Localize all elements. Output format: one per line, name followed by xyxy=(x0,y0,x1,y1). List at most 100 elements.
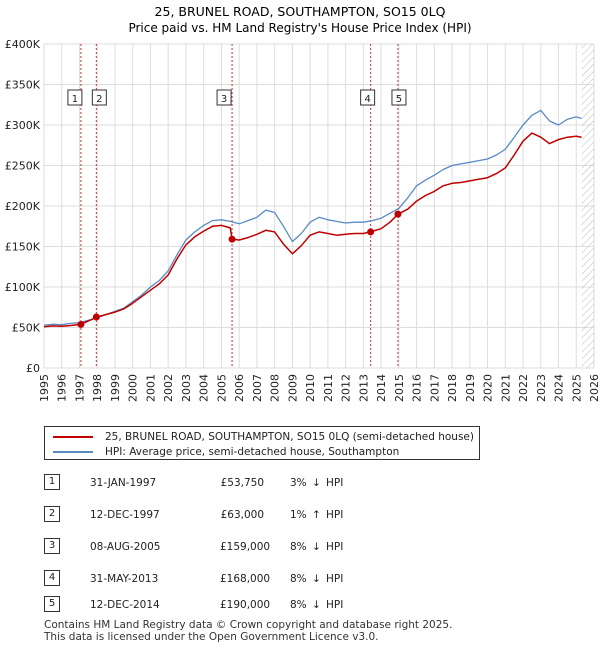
y-tick-label: £150K xyxy=(5,241,41,254)
sale-number-box: 4 xyxy=(44,570,60,586)
sale-price: £63,000 xyxy=(220,509,264,521)
x-tick-label: 2002 xyxy=(162,374,175,402)
x-tick-label: 2015 xyxy=(393,374,406,402)
sale-price: £53,750 xyxy=(220,477,264,489)
sale-point xyxy=(77,320,85,328)
y-tick-label: £100K xyxy=(5,281,41,294)
x-tick-label: 2018 xyxy=(446,374,459,402)
x-tick-label: 2020 xyxy=(482,374,495,402)
x-tick-label: 2006 xyxy=(233,374,246,402)
sale-date: 31-MAY-2013 xyxy=(90,573,159,585)
sale-date: 08-AUG-2005 xyxy=(90,541,161,553)
chart-subtitle: Price paid vs. HM Land Registry's House … xyxy=(128,21,471,35)
sale-price: £190,000 xyxy=(220,599,271,611)
price-chart: 25, BRUNEL ROAD, SOUTHAMPTON, SO15 0LQ P… xyxy=(5,4,600,402)
x-tick-label: 2014 xyxy=(375,374,388,402)
sale-hpi-label: HPI xyxy=(326,573,344,585)
sale-label-number: 1 xyxy=(72,94,78,105)
sale-pct: 8% xyxy=(290,541,307,553)
x-tick-label: 2010 xyxy=(304,374,317,402)
sale-label-box xyxy=(67,89,83,106)
property-series-line xyxy=(43,132,582,328)
x-tick-label: 2005 xyxy=(215,374,228,402)
y-tick-label: £200K xyxy=(5,200,41,213)
y-tick-label: £300K xyxy=(5,119,41,132)
sale-price: £168,000 xyxy=(220,573,271,585)
sale-label-number: 4 xyxy=(364,94,370,105)
sale-hpi-label: HPI xyxy=(326,477,344,489)
table-row: 3 08-AUG-2005 £159,000 8% ↓ HPI xyxy=(44,538,464,558)
sale-arrow-icon: ↑ xyxy=(312,509,321,521)
legend-item-property: 25, BRUNEL ROAD, SOUTHAMPTON, SO15 0LQ (… xyxy=(53,430,474,444)
sale-point xyxy=(367,228,375,236)
sale-label-box xyxy=(391,89,407,106)
x-tick-label: 1995 xyxy=(38,374,51,402)
x-tick-label: 2021 xyxy=(499,374,512,402)
sale-label-number: 2 xyxy=(96,94,102,105)
legend-label-property: 25, BRUNEL ROAD, SOUTHAMPTON, SO15 0LQ (… xyxy=(105,431,474,443)
sale-number-box: 5 xyxy=(44,596,60,612)
y-tick-label: £0 xyxy=(26,362,40,375)
y-tick-label: £350K xyxy=(5,79,41,92)
x-tick-label: 2013 xyxy=(357,374,370,402)
x-tick-label: 2019 xyxy=(464,374,477,402)
sale-hpi-label: HPI xyxy=(326,541,344,553)
x-tick-label: 2000 xyxy=(127,374,140,402)
sale-pct: 8% xyxy=(290,573,307,585)
legend-label-hpi: HPI: Average price, semi-detached house,… xyxy=(105,446,400,458)
table-row: 5 12-DEC-2014 £190,000 8% ↓ HPI xyxy=(44,596,464,616)
sale-hpi-label: HPI xyxy=(326,509,344,521)
x-tick-label: 2016 xyxy=(411,374,424,402)
sale-pct: 1% xyxy=(290,509,307,521)
sale-label-box xyxy=(216,89,232,106)
legend-swatch-hpi xyxy=(53,451,93,453)
sale-date: 12-DEC-1997 xyxy=(90,509,160,521)
y-tick-label: £50K xyxy=(12,322,41,335)
sale-date: 12-DEC-2014 xyxy=(90,599,160,611)
sale-point xyxy=(228,235,236,243)
x-tick-label: 2004 xyxy=(198,374,211,402)
x-tick-label: 2022 xyxy=(517,374,530,402)
hpi-series-line xyxy=(43,109,582,326)
x-tick-label: 2007 xyxy=(251,374,264,402)
sale-arrow-icon: ↓ xyxy=(312,573,321,585)
x-tick-label: 2009 xyxy=(286,374,299,402)
footer-attribution: Contains HM Land Registry data © Crown c… xyxy=(44,619,452,643)
legend-swatch-property xyxy=(53,436,93,438)
footer-line-licence: This data is licensed under the Open Gov… xyxy=(44,631,379,643)
sale-label-number: 5 xyxy=(396,94,402,105)
x-tick-label: 2026 xyxy=(588,374,600,402)
footer-line-copyright: Contains HM Land Registry data © Crown c… xyxy=(44,619,453,631)
legend-item-hpi: HPI: Average price, semi-detached house,… xyxy=(53,445,399,459)
x-tick-label: 2012 xyxy=(340,374,353,402)
x-tick-label: 1996 xyxy=(56,374,69,402)
future-hatch-region xyxy=(581,44,594,368)
x-tick-label: 2011 xyxy=(322,374,335,402)
x-tick-label: 1997 xyxy=(73,374,86,402)
table-row: 2 12-DEC-1997 £63,000 1% ↑ HPI xyxy=(44,506,464,526)
sale-number-box: 3 xyxy=(44,538,60,554)
x-tick-label: 2024 xyxy=(553,374,566,402)
x-tick-label: 2025 xyxy=(570,374,583,402)
sale-hpi-label: HPI xyxy=(326,599,344,611)
y-tick-label: £400K xyxy=(5,38,41,51)
sale-number-box: 1 xyxy=(44,474,60,490)
x-tick-label: 2017 xyxy=(428,374,441,402)
x-tick-label: 2003 xyxy=(180,374,193,402)
sale-point xyxy=(394,210,402,218)
sale-label-number: 3 xyxy=(221,94,227,105)
sale-arrow-icon: ↓ xyxy=(312,599,321,611)
legend: 25, BRUNEL ROAD, SOUTHAMPTON, SO15 0LQ (… xyxy=(44,426,480,460)
sale-point xyxy=(92,313,100,321)
sale-pct: 3% xyxy=(290,477,307,489)
y-tick-label: £250K xyxy=(5,160,41,173)
sale-date: 31-JAN-1997 xyxy=(90,477,157,489)
sale-arrow-icon: ↓ xyxy=(312,541,321,553)
table-row: 1 31-JAN-1997 £53,750 3% ↓ HPI xyxy=(44,474,464,494)
x-tick-label: 1998 xyxy=(91,374,104,402)
x-tick-label: 1999 xyxy=(109,374,122,402)
table-row: 4 31-MAY-2013 £168,000 8% ↓ HPI xyxy=(44,570,464,590)
chart-title: 25, BRUNEL ROAD, SOUTHAMPTON, SO15 0LQ xyxy=(155,4,446,19)
sale-arrow-icon: ↓ xyxy=(312,477,321,489)
sale-price: £159,000 xyxy=(220,541,271,553)
